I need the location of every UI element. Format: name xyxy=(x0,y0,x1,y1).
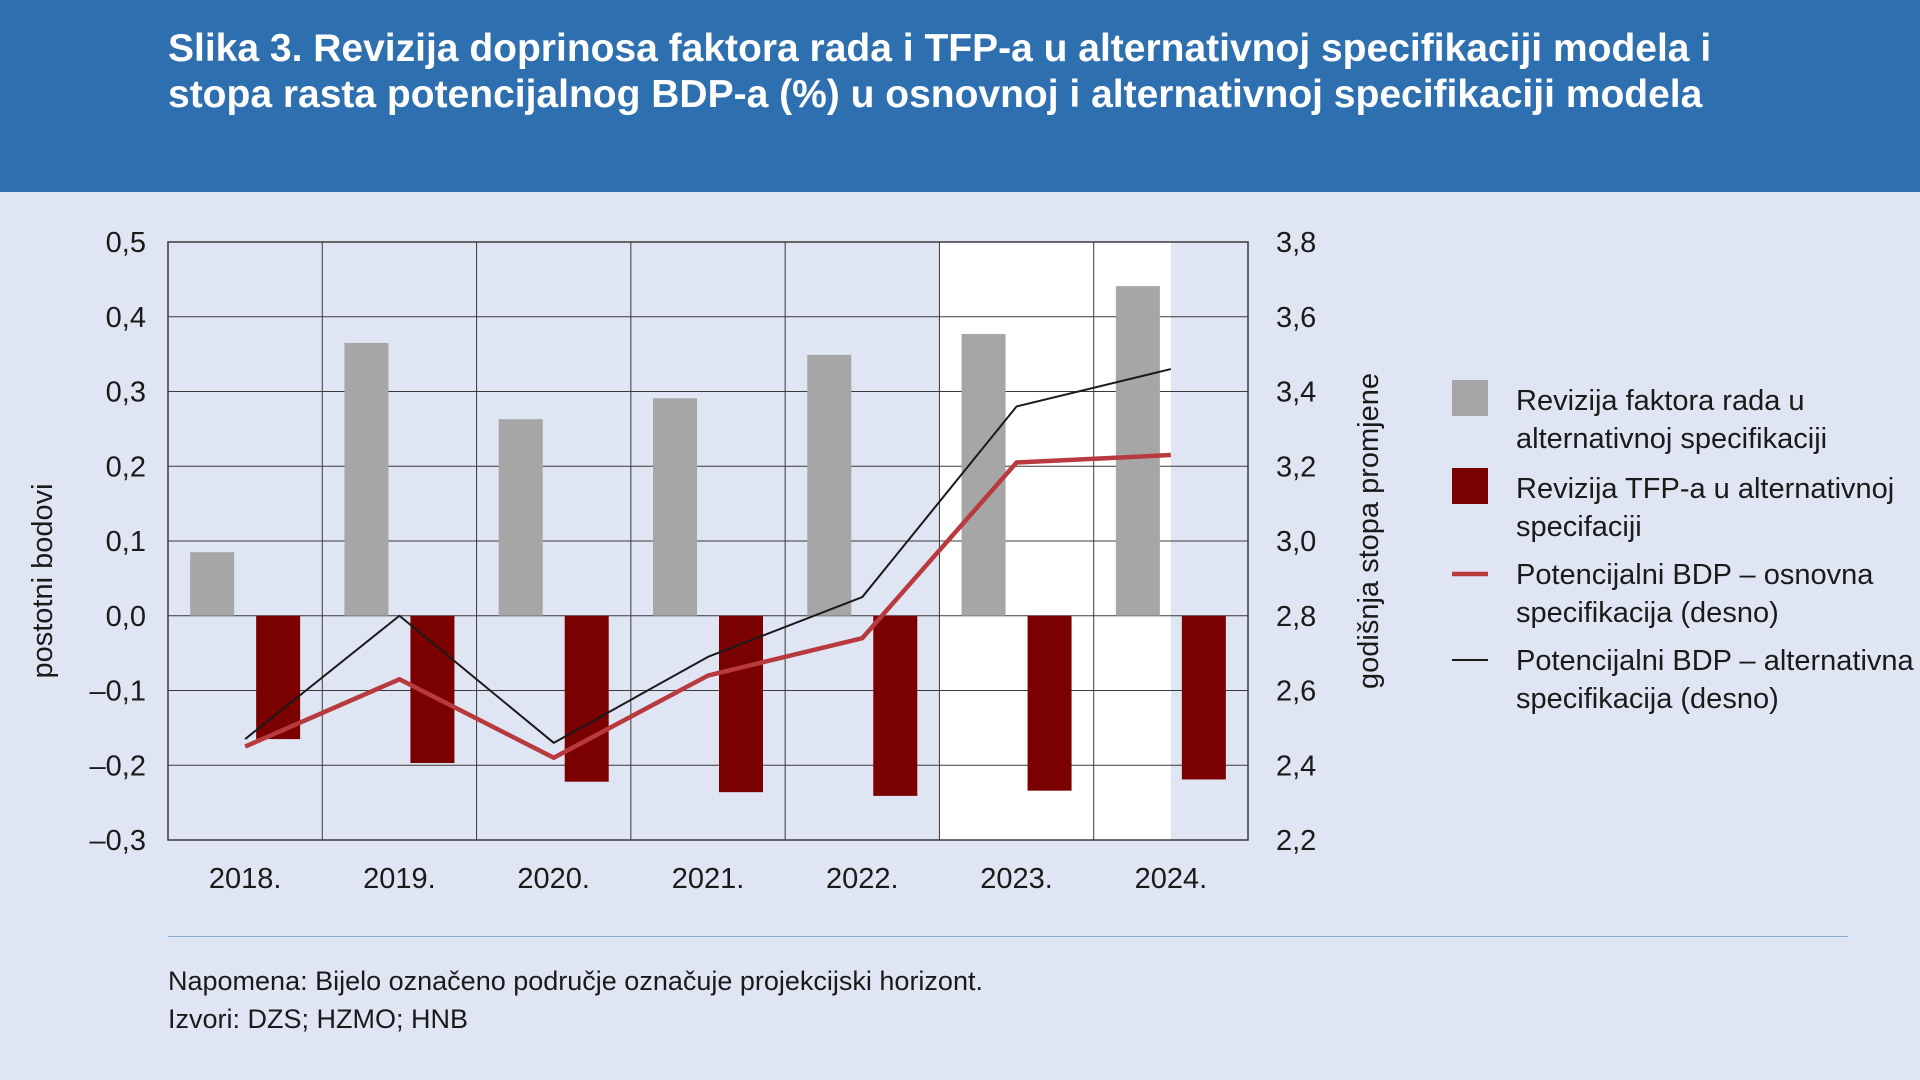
bar-labor-revision xyxy=(961,333,1006,616)
x-tick-label: 2018. xyxy=(209,863,282,895)
chart-area: 0,5 0,4 0,3 0,2 0,1 0,0 –0,1 –0,2 –0,3 3,8 3,6 3,4 3… xyxy=(27,227,1915,895)
bar-tfp-revision xyxy=(256,615,301,740)
y-right-tick-label: 2,2 xyxy=(1276,825,1316,857)
legend-label: Potencijalni BDP – osnovna xyxy=(1516,559,1874,591)
y-left-tick-label: 0,5 xyxy=(106,227,146,259)
legend-swatch xyxy=(1452,380,1488,416)
y-left-tick-label: 0,1 xyxy=(106,526,146,558)
x-tick-label: 2020. xyxy=(517,863,590,895)
y-left-tick-label: –0,3 xyxy=(90,825,146,857)
y-right-axis-title: godišnja stopa promjene xyxy=(1353,373,1385,689)
footer-divider xyxy=(168,936,1848,937)
header-banner: Slika 3. Revizija doprinosa faktora rada… xyxy=(0,0,1920,192)
y-right-tick-label: 2,8 xyxy=(1276,601,1316,633)
x-tick-label: 2021. xyxy=(672,863,745,895)
y-left-tick-label: –0,1 xyxy=(90,676,146,708)
line-potential-gdp-baseline xyxy=(244,452,1171,761)
y-left-axis-title: postotni bodovi xyxy=(27,483,59,678)
bar-tfp-revision xyxy=(1027,615,1072,791)
y-right-tick-label: 3,8 xyxy=(1276,227,1316,259)
legend-label: specifikacija (desno) xyxy=(1516,683,1779,715)
bar-labor-revision xyxy=(344,342,389,616)
y-left-tick-label: –0,2 xyxy=(90,750,146,782)
legend-label: Potencijalni BDP – alternativna xyxy=(1516,645,1915,677)
bar-labor-revision xyxy=(807,354,852,616)
y-right-tick-label: 3,0 xyxy=(1276,526,1316,558)
y-left-tick-label: 0,3 xyxy=(106,377,146,409)
y-right-tick-label: 2,6 xyxy=(1276,676,1316,708)
legend-label: specifaciji xyxy=(1516,511,1642,543)
plot-frame xyxy=(167,241,1249,841)
bar-tfp-revision xyxy=(719,615,763,793)
bar-tfp-revision xyxy=(1181,615,1226,780)
sources-line: Izvori: DZS; HZMO; HNB xyxy=(168,1004,469,1034)
y-left-tick-label: 0,0 xyxy=(106,601,146,633)
legend-swatch xyxy=(1452,468,1488,504)
bar-labor-revision xyxy=(498,419,543,616)
line-potential-gdp-alternative xyxy=(244,368,1172,744)
y-right-tick-label: 2,4 xyxy=(1276,750,1316,782)
y-right-tick-label: 3,4 xyxy=(1276,377,1316,409)
legend-label: Revizija TFP-a u alternativnoj xyxy=(1516,473,1894,505)
x-tick-label: 2022. xyxy=(826,863,899,895)
bar-tfp-revision xyxy=(564,615,609,782)
bar-labor-revision xyxy=(653,398,697,616)
footnote: Napomena: Bijelo označeno područje označ… xyxy=(168,966,983,996)
y-left-tick-label: 0,2 xyxy=(106,451,146,483)
x-tick-label: 2024. xyxy=(1135,863,1208,895)
legend-label: Revizija faktora rada u xyxy=(1516,385,1805,417)
legend-label: alternativnoj specifikaciji xyxy=(1516,423,1827,455)
y-right-tick-label: 3,2 xyxy=(1276,451,1316,483)
x-tick-label: 2023. xyxy=(980,863,1053,895)
bar-labor-revision xyxy=(190,552,235,616)
legend-label: specifikacija (desno) xyxy=(1516,597,1779,629)
bar-labor-revision xyxy=(1115,286,1160,616)
y-right-tick-label: 3,6 xyxy=(1276,302,1316,334)
x-tick-label: 2019. xyxy=(363,863,436,895)
y-left-tick-label: 0,4 xyxy=(106,302,146,334)
bar-tfp-revision xyxy=(873,615,918,796)
chart-title: Slika 3. Revizija doprinosa faktora rada… xyxy=(168,27,1712,116)
